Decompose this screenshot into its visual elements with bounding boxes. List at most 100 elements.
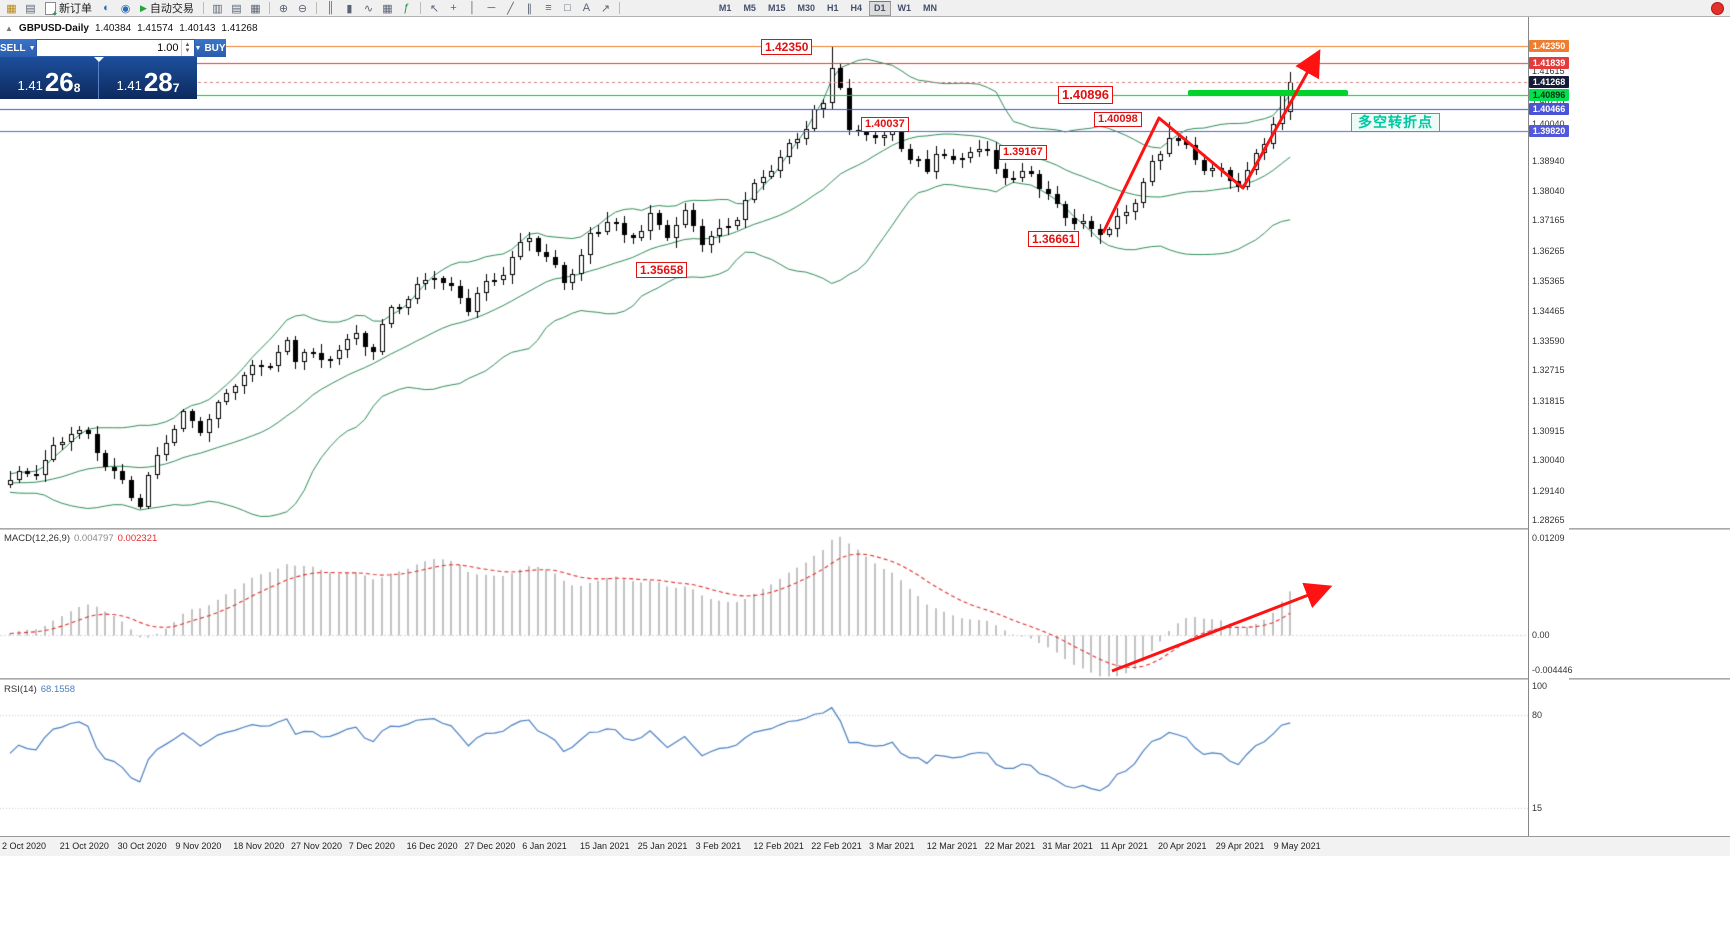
candlestick-chart-icon[interactable]: ▮ [346, 2, 353, 15]
trendline-icon[interactable]: ╱ [507, 2, 514, 15]
auto-trading-button[interactable]: ▶ 自动交易 [135, 1, 199, 16]
one-click-collapse-icon[interactable]: ▲ [5, 24, 13, 33]
price-axis-badge: 1.39820 [1529, 125, 1569, 138]
time-axis-label: 12 Mar 2021 [926, 841, 978, 851]
profiles-icon[interactable]: ▤ [25, 2, 36, 15]
macd-panel-canvas[interactable] [0, 530, 1528, 678]
auto-trading-label: 自动交易 [149, 3, 194, 15]
timeframe-button-mn[interactable]: MN [923, 2, 938, 13]
zoom-in-icon[interactable]: ⊕ [278, 2, 289, 15]
main-toolbar: ▦▤ 新订单 ◐◉ ▶ 自动交易 ▥▤▦⊕⊖║▮∿▦ƒ↖+│─╱∥≡□A↗ M1… [0, 0, 1730, 18]
line-chart-icon[interactable]: ∿ [363, 2, 374, 15]
price-axis-label: 1.29140 [1532, 485, 1565, 496]
toolbar-chart-group: ◐ ◉ [97, 1, 135, 15]
timeframe-button-m30[interactable]: M30 [797, 2, 815, 13]
ohlc-open: 1.40384 [94, 23, 132, 34]
trade-panel-divider [98, 57, 99, 99]
horizontal-line-icon[interactable]: ─ [487, 2, 496, 14]
price-axis-label: 1.28265 [1532, 515, 1565, 525]
macd-panel-resize-handle[interactable] [0, 528, 1730, 530]
price-axis-label: 1.30915 [1532, 425, 1565, 436]
time-axis-label: 2 Oct 2020 [2, 841, 47, 851]
volume-down-icon[interactable]: ▼ [184, 48, 191, 54]
timeframe-button-w1[interactable]: W1 [897, 2, 912, 13]
time-axis-label: 15 Jan 2021 [580, 841, 630, 851]
channel-icon[interactable]: ∥ [526, 2, 533, 15]
time-axis-label: 27 Nov 2020 [291, 841, 343, 851]
support-zone-line[interactable] [1188, 90, 1348, 96]
indicators-icon[interactable]: ƒ [403, 2, 410, 14]
sell-button[interactable]: SELL ▼ [0, 39, 36, 57]
chart-cycle-icon[interactable]: ◐ [103, 2, 110, 14]
bar-chart-icon[interactable]: ║ [326, 2, 335, 14]
volume-input[interactable] [36, 40, 181, 56]
buy-price[interactable]: 1.41 28 7 [116, 67, 180, 97]
toolbar-tools-group: ▥ ▤ ▦ ⊕ ⊖ ║ ▮ ∿ ▦ ƒ ↖ + │ ─ ╱ ∥ ≡ □ A ↗ [199, 1, 624, 15]
price-callout-label[interactable]: 1.40037 [861, 117, 909, 133]
rsi-axis-label: 100 [1532, 681, 1548, 691]
timeframe-button-m15[interactable]: M15 [767, 2, 786, 13]
timeframe-button-h4[interactable]: H4 [850, 2, 863, 13]
macd-axis-label: -0.004446 [1532, 665, 1573, 675]
price-axis-badge: 1.41839 [1529, 57, 1569, 70]
price-axis-label: 1.40715 [1532, 96, 1565, 107]
grid-icon[interactable]: ▦ [382, 2, 393, 15]
fibonacci-icon[interactable]: ≡ [545, 2, 552, 14]
price-callout-label[interactable]: 1.39167 [999, 145, 1047, 161]
symbol-name: GBPUSD-Daily [18, 23, 89, 34]
sell-dropdown-icon: ▼ [28, 44, 36, 52]
new-chart-icon[interactable]: ▦ [6, 2, 17, 15]
price-axis-label: 1.38040 [1532, 186, 1565, 197]
rsi-panel-canvas[interactable] [0, 680, 1528, 836]
text-icon[interactable]: A [582, 2, 591, 14]
sell-price[interactable]: 1.41 26 8 [17, 67, 81, 97]
time-axis-label: 21 Oct 2020 [59, 841, 109, 851]
zoom-out-icon[interactable]: ⊖ [297, 2, 308, 15]
time-axis[interactable]: 2 Oct 2020 21 Oct 2020 30 Oct 2020 9 Nov 20… [0, 836, 1730, 856]
timeframe-button-m1[interactable]: M1 [718, 2, 732, 13]
price-callout-label[interactable]: 1.40098 [1094, 112, 1142, 128]
price-callout-label[interactable]: 1.35658 [636, 262, 688, 279]
arrow-objects-icon[interactable]: ↗ [600, 2, 611, 15]
time-axis-label: 25 Jan 2021 [637, 841, 688, 851]
time-axis-label: 11 Apr 2021 [1100, 841, 1149, 851]
price-axis-label: 1.35365 [1532, 276, 1565, 287]
cascade-windows-icon[interactable]: ▤ [231, 2, 242, 15]
time-axis-label: 30 Oct 2020 [117, 841, 167, 851]
buy-button[interactable]: ▼ BUY [194, 39, 226, 57]
rsi-panel-resize-handle[interactable] [0, 678, 1730, 680]
volume-up-icon[interactable]: ▲ [184, 42, 191, 48]
price-callout-label[interactable]: 1.42350 [761, 39, 813, 56]
timeframe-button-m5[interactable]: M5 [743, 2, 756, 13]
tile-windows-icon[interactable]: ▥ [212, 2, 223, 15]
arrange-windows-icon[interactable]: ▦ [250, 2, 261, 15]
toolbar-separator [419, 2, 421, 14]
cursor-icon[interactable]: ↖ [429, 2, 440, 15]
price-axis-label: 1.37165 [1532, 215, 1565, 226]
price-callout-label[interactable]: 1.36661 [1028, 231, 1080, 248]
shapes-icon[interactable]: □ [564, 2, 571, 14]
rsi-axis-label: 15 [1532, 803, 1543, 814]
vertical-line-icon[interactable]: │ [468, 2, 476, 14]
timeframe-button-h1[interactable]: H1 [826, 2, 839, 13]
time-axis-label: 27 Dec 2020 [464, 841, 516, 851]
new-order-button[interactable]: 新订单 [40, 1, 97, 18]
toolbar-separator [618, 2, 620, 14]
time-axis-label: 3 Feb 2021 [695, 841, 742, 851]
toolbar-separator [268, 2, 270, 14]
auto-trading-play-icon: ▶ [140, 2, 147, 13]
notification-badge[interactable] [1711, 1, 1724, 15]
chart-refresh-icon[interactable]: ◉ [120, 2, 131, 15]
time-axis-label: 9 Nov 2020 [175, 841, 222, 851]
time-axis-label: 29 Apr 2021 [1215, 841, 1265, 851]
price-axis-label: 1.41615 [1532, 65, 1565, 76]
toolbar-separator [202, 2, 204, 14]
crosshair-icon[interactable]: + [450, 2, 457, 14]
ohlc-high: 1.41574 [137, 23, 174, 34]
price-axis-label: 1.32715 [1532, 365, 1565, 376]
price-axis-badge: 1.41268 [1529, 76, 1569, 89]
price-callout-label[interactable]: 1.40896 [1058, 86, 1113, 104]
price-axis[interactable]: 1.41615 1.40715 1.40040 1.38940 1.38040 1.371… [1528, 16, 1573, 856]
timeframe-button-d1[interactable]: D1 [869, 0, 891, 16]
turning-point-note[interactable]: 多空转折点 [1351, 113, 1440, 132]
